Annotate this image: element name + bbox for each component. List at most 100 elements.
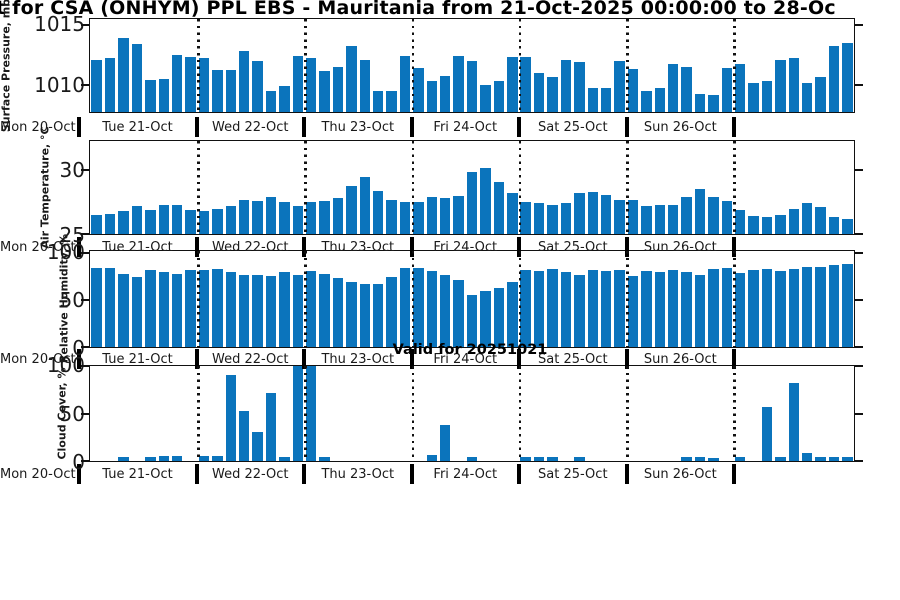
pressure-bar <box>681 66 692 112</box>
pressure-bar <box>453 55 464 112</box>
pressure-bar-slot <box>546 19 559 112</box>
pressure-bar-slot <box>532 19 545 112</box>
temperature-bar <box>507 193 518 234</box>
humidity-bar <box>265 276 277 347</box>
y-tick-mark <box>81 23 89 26</box>
pressure-bar-slot <box>144 19 157 112</box>
cloud-bar-slot <box>465 366 478 461</box>
pressure-bar <box>480 84 491 112</box>
temperature-bar-slot <box>385 141 398 234</box>
humidity-bar <box>319 273 330 347</box>
cloud-bar-slot <box>693 366 706 461</box>
humidity-bar <box>131 276 143 347</box>
cloud-bar-slot <box>90 366 103 461</box>
cloud-bar <box>828 457 840 461</box>
pressure-bar <box>748 83 759 112</box>
temperature-bar-slot <box>546 141 559 234</box>
cloud-bar-slot <box>305 366 318 461</box>
cloud-bar-slot <box>331 366 344 461</box>
temperature-bar <box>802 203 813 234</box>
humidity-bar <box>171 273 183 347</box>
cloud-bar-slot <box>707 366 720 461</box>
y-tick-mark <box>81 251 89 254</box>
day-boundary-gridline <box>411 251 415 347</box>
temperature-bar <box>118 211 129 234</box>
cloud-bar <box>788 383 800 461</box>
chart-title: t for CSA (ONHYM) PPL EBS - Mauritania f… <box>0 0 836 19</box>
cloud-bar <box>426 455 438 461</box>
cloud-bar <box>734 457 746 461</box>
humidity-bar-slot <box>599 251 612 347</box>
temperature-bar-slot <box>170 141 183 234</box>
cloud-bar-slot <box>170 366 183 461</box>
temperature-bar <box>466 171 478 234</box>
temperature-bar-slot <box>412 141 425 234</box>
pressure-bar-slot <box>372 19 385 112</box>
pressure-bar <box>761 81 773 112</box>
pressure-bar-slot <box>613 19 626 112</box>
pressure-bar <box>346 46 357 112</box>
humidity-bar-slot <box>613 251 626 347</box>
humidity-bar <box>238 274 250 347</box>
pressure-bar <box>466 60 478 112</box>
humidity-bar <box>413 267 424 347</box>
cloud-ytick-label: 0 <box>72 450 85 474</box>
humidity-bar-slot <box>130 251 143 347</box>
humidity-bar <box>828 265 840 347</box>
humidity-bar-slot <box>492 251 505 347</box>
cloud-bar <box>842 457 853 461</box>
y-tick-mark <box>81 365 89 367</box>
humidity-bar-slot <box>157 251 170 347</box>
humidity-bar-slot <box>372 251 385 347</box>
temperature-bar <box>815 207 826 234</box>
humidity-bar <box>560 272 572 347</box>
temperature-bar-slot <box>573 141 586 234</box>
cloud-bar-slot <box>747 366 760 461</box>
humidity-bar <box>721 268 733 347</box>
pressure-bar-slot <box>345 19 358 112</box>
pressure-bar <box>104 58 116 112</box>
pressure-bar-slot <box>626 19 639 112</box>
pressure-bar <box>775 59 786 112</box>
humidity-ytick-label: 100 <box>46 239 85 264</box>
humidity-bar <box>91 267 102 347</box>
pressure-bars <box>90 19 854 112</box>
pressure-bar-slot <box>157 19 170 112</box>
humidity-bar <box>788 269 800 347</box>
pressure-bar-slot <box>666 19 679 112</box>
pressure-ytick-label: 1010 <box>34 72 85 97</box>
humidity-bar <box>426 270 438 347</box>
humidity-bar-slot <box>626 251 639 347</box>
pressure-bar-slot <box>559 19 572 112</box>
humidity-bar-slot <box>251 251 264 347</box>
y-tick-mark <box>81 412 89 415</box>
cloud-bar-slot <box>398 366 411 461</box>
temperature-bar-slot <box>720 141 733 234</box>
pressure-bar <box>708 95 719 112</box>
temperature-bar <box>305 202 317 234</box>
cloud-bar <box>145 457 156 461</box>
temperature-bar <box>587 191 598 234</box>
day-boundary-tick <box>732 349 737 369</box>
humidity-bar-slot <box>345 251 358 347</box>
pressure-bar <box>91 59 102 112</box>
cloud-bar-slot <box>291 366 304 461</box>
humidity-bar <box>453 279 464 347</box>
pressure-bar <box>802 83 813 112</box>
temperature-bar-slot <box>318 141 331 234</box>
cloud-bar-slot <box>653 366 666 461</box>
day-boundary-gridline <box>626 19 629 112</box>
temperature-bar <box>761 217 773 234</box>
humidity-bar <box>145 270 156 347</box>
day-boundary-gridline <box>733 141 736 234</box>
pressure-bar-slot <box>385 19 398 112</box>
humidity-bars <box>90 251 854 347</box>
pressure-bar-slot <box>264 19 277 112</box>
pressure-bar-slot <box>237 19 250 112</box>
day-boundary-gridline <box>304 141 307 234</box>
humidity-ytick-label: 50 <box>59 287 85 312</box>
humidity-bar <box>574 274 585 347</box>
temperature-bar <box>399 202 411 234</box>
temperature-bar <box>574 193 585 234</box>
temperature-bar <box>654 204 665 234</box>
